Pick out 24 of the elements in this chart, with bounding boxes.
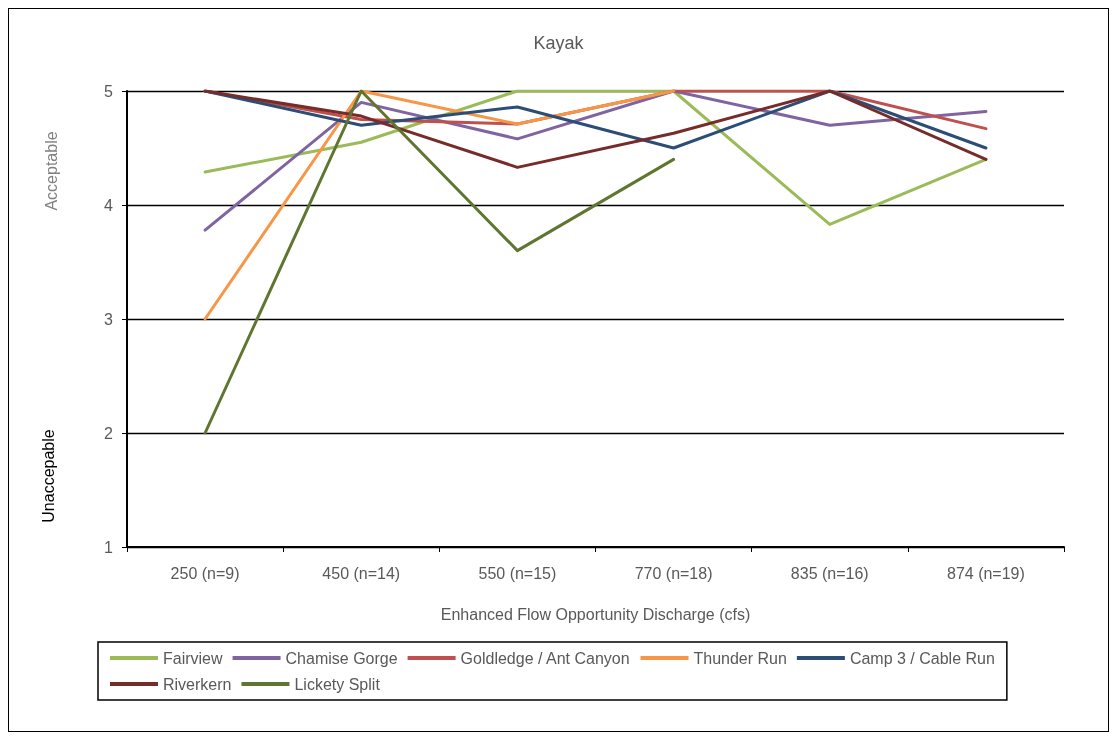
x-tick-label: 874 (n=19) (946, 564, 1025, 582)
y-tick-label: 2 (104, 424, 114, 442)
x-tick-label: 250 (n=9) (170, 564, 240, 582)
legend-label: Chamise Gorge (285, 649, 398, 667)
text: Acceptable (42, 131, 60, 211)
x-axis-title: Enhanced Flow Opportunity Discharge (cfs) (440, 605, 751, 623)
legend-label: Riverkern (163, 675, 232, 693)
legend-label: Fairview (163, 649, 224, 667)
legend-label: Thunder Run (693, 649, 787, 667)
x-tick-label: 550 (n=15) (478, 564, 557, 582)
chart-title: Kayak (533, 33, 585, 53)
x-tick-label: 835 (n=16) (790, 564, 869, 582)
y-tick-label: 4 (104, 196, 114, 214)
y-tick-label: 1 (104, 538, 114, 556)
text: Unaccepable (39, 429, 57, 523)
line-series (203, 89, 676, 435)
y-tick-label: 5 (104, 82, 114, 100)
x-tick-label: 450 (n=14) (322, 564, 401, 582)
x-tick-label: 770 (n=18) (634, 564, 713, 582)
legend-label: Lickety Split (294, 675, 381, 693)
y-tick-label: 3 (104, 310, 114, 328)
legend-label: Camp 3 / Cable Run (849, 649, 995, 667)
line-series (203, 89, 988, 169)
legend-label: Goldledge / Ant Canyon (460, 649, 630, 667)
